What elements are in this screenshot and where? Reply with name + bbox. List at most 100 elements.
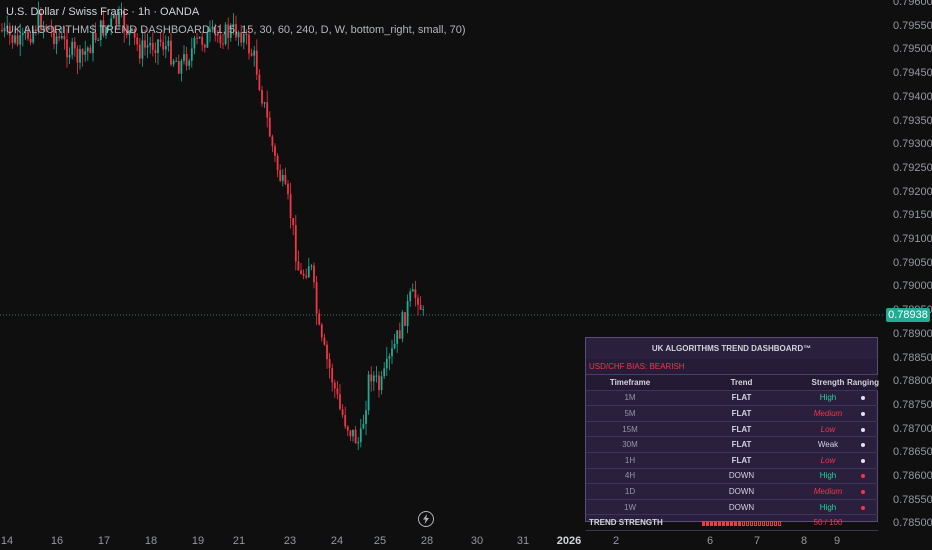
candle-body (79, 49, 81, 63)
row-timeframe: 1W (586, 499, 674, 516)
candle-body (203, 44, 206, 48)
price-label: 0.78700 (893, 422, 932, 435)
candle-body (417, 298, 419, 305)
strength-segment (745, 520, 749, 526)
candle-body (333, 382, 336, 389)
candle-body (6, 26, 9, 28)
candle-body (344, 415, 347, 427)
candle-body (349, 430, 352, 437)
candle-body (409, 291, 412, 302)
candle-body (310, 265, 313, 267)
candle-body (146, 45, 149, 48)
candle-body (183, 54, 185, 61)
time-label: 2 (612, 535, 620, 547)
candle-body (341, 409, 344, 416)
row-timeframe: 5M (586, 405, 674, 422)
candle-body (315, 282, 318, 314)
row-ranging (847, 421, 878, 438)
candle-body (16, 35, 19, 45)
candle-body (237, 32, 240, 38)
dashboard-table: Timeframe Trend Strength Ranging 1M FLAT H… (586, 375, 879, 531)
time-label: 14 (0, 535, 14, 547)
header-ranging: Ranging (847, 375, 879, 391)
trend-dashboard: UK ALGORITHMS TREND DASHBOARD™ USD/CHF B… (585, 337, 879, 531)
price-label: 0.79250 (893, 161, 932, 174)
dashboard-row: 1H FLAT Low (586, 452, 878, 469)
candle-body (58, 36, 61, 39)
candle-body (206, 32, 209, 48)
candlestick-chart[interactable] (0, 0, 883, 530)
lightning-icon[interactable] (418, 511, 434, 527)
dashboard-row: 1W DOWN High (586, 499, 878, 516)
candle-body (388, 356, 391, 359)
time-label: 16 (50, 535, 64, 547)
candle-body (196, 37, 198, 39)
header-timeframe: Timeframe (586, 375, 674, 391)
price-label: 0.79050 (893, 256, 932, 269)
candle-body (346, 426, 349, 431)
row-timeframe: 1M (586, 390, 674, 407)
candle-body (159, 39, 162, 42)
candle-body (216, 32, 219, 36)
candle-body (47, 27, 50, 30)
candle-body (378, 375, 380, 390)
candle-body (162, 41, 165, 50)
row-timeframe: 4H (586, 468, 674, 485)
candle-body (55, 36, 58, 45)
strength-segment (757, 520, 761, 526)
candle-body (99, 20, 102, 40)
candle-body (66, 39, 68, 58)
time-label: 2026 (556, 535, 582, 547)
trend-strength-label: TREND STRENGTH (586, 514, 674, 531)
candle-body (365, 410, 367, 424)
candle-body (92, 32, 94, 54)
price-label: 0.78650 (893, 446, 932, 459)
candle-body (292, 217, 295, 226)
row-trend: DOWN (674, 499, 809, 516)
row-ranging (847, 452, 878, 469)
strength-segment (753, 520, 757, 526)
time-label: 31 (516, 535, 530, 547)
row-trend: DOWN (674, 483, 809, 500)
candle-body (188, 60, 191, 66)
strength-segment (741, 520, 745, 526)
row-strength: Weak (809, 436, 847, 453)
indicator-title[interactable]: UK ALGORITHMS TREND DASHBOARD (1, 5, 15,… (6, 24, 466, 36)
price-label: 0.78500 (893, 517, 932, 530)
strength-segment (713, 520, 717, 526)
candle-body (242, 33, 245, 43)
candle-body (419, 304, 422, 310)
dashboard-row: 1D DOWN Medium (586, 483, 878, 500)
price-label: 0.78800 (893, 375, 932, 388)
price-label: 0.78850 (893, 351, 932, 364)
candle-body (185, 54, 188, 66)
candle-body (50, 27, 53, 30)
candle-body (401, 312, 404, 339)
candle-body (313, 265, 315, 283)
candle-body (331, 367, 334, 383)
row-trend: FLAT (674, 436, 809, 453)
candle-body (8, 26, 11, 36)
symbol-title[interactable]: U.S. Dollar / Swiss Franc · 1h · OANDA (6, 6, 200, 18)
ranging-dot-icon (860, 474, 865, 479)
candle-body (138, 44, 141, 59)
candle-body (24, 31, 27, 34)
row-timeframe: 1H (586, 452, 674, 469)
candle-body (328, 359, 331, 368)
candle-body (19, 34, 22, 45)
candle-body (383, 368, 386, 377)
candle-body (320, 324, 323, 338)
candle-body (393, 343, 396, 349)
time-label: 24 (330, 535, 344, 547)
candle-body (219, 35, 222, 44)
price-label: 0.79300 (893, 138, 932, 151)
row-strength: High (809, 499, 847, 516)
time-axis[interactable]: 14 16 17 18 19 21 23 24 25 28 30 31 2026 2 6 7 8 9 (0, 530, 883, 550)
price-axis[interactable]: 0.79600 0.79550 0.79500 0.79450 0.79400 0.793… (883, 0, 932, 550)
candle-body (60, 36, 63, 39)
candle-body (81, 49, 84, 55)
candle-body (336, 388, 339, 395)
candle-body (385, 358, 388, 369)
candle-body (21, 33, 24, 35)
